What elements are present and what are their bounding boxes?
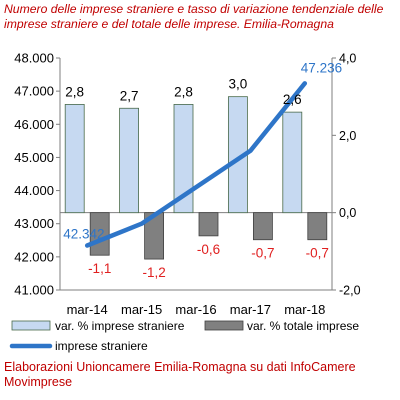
y-left-tick-label: 42.000 xyxy=(14,249,54,264)
y-left-tick-label: 48.000 xyxy=(14,51,54,66)
bar-var-stranieri xyxy=(282,111,303,214)
y-left-tick-label: 41.000 xyxy=(14,283,54,298)
x-tick-label: mar-17 xyxy=(230,302,271,317)
line-point xyxy=(304,82,306,84)
legend-label-line: imprese straniere xyxy=(55,339,148,353)
bar-var-stranieri xyxy=(173,104,194,214)
legend-swatch-stranieri xyxy=(11,320,51,331)
line-point xyxy=(249,150,251,152)
bar-value-label-stranieri: 2,8 xyxy=(65,84,84,99)
bars-layer xyxy=(64,96,328,260)
bar-value-label-totale: -1,1 xyxy=(88,261,111,276)
labels-layer: 2,8 2,7 2,8 3,0 2,6 -1,1 -1,2 -0,6 -0,7 -0,7 42.34… xyxy=(63,60,342,280)
y-left-tick-label: 43.000 xyxy=(14,216,54,231)
chart-title: Numero delle imprese straniere e tasso d… xyxy=(4,2,384,31)
y-right-tick-label: -2,0 xyxy=(339,284,361,298)
y-left-tick-label: 46.000 xyxy=(14,117,54,132)
x-tick-label: mar-18 xyxy=(284,302,325,317)
y-right-tick-label: 2,0 xyxy=(339,129,356,143)
bar-value-label-stranieri: 2,6 xyxy=(283,92,302,107)
y-right-tick-label: 0,0 xyxy=(339,206,356,220)
line-value-label: 42.342 xyxy=(63,227,104,242)
legend-swatch-totale xyxy=(204,320,244,331)
legend-label-stranieri: var. % imprese straniere xyxy=(55,319,185,333)
legend-label-totale: var. % totale imprese xyxy=(247,319,359,333)
x-tick-label: mar-14 xyxy=(67,302,108,317)
bar-value-label-stranieri: 2,8 xyxy=(174,84,193,99)
line-point xyxy=(86,245,88,247)
bar-value-label-totale: -1,2 xyxy=(142,265,165,280)
bar-var-totale xyxy=(307,212,328,241)
y-left-tick-label: 45.000 xyxy=(14,150,54,165)
bar-var-totale xyxy=(252,212,273,241)
line-point xyxy=(195,186,197,188)
x-tick-label: mar-16 xyxy=(175,302,216,317)
y-right-tick-label: 4,0 xyxy=(339,52,356,66)
bar-value-label-totale: -0,7 xyxy=(306,246,329,261)
x-tick-label: mar-15 xyxy=(121,302,162,317)
axes-layer: 41.000 42.000 43.000 44.000 45.000 46.000 47.0… xyxy=(14,51,360,318)
bar-var-totale xyxy=(198,212,219,237)
bar-var-stranieri xyxy=(119,107,139,214)
line-layer xyxy=(84,81,308,248)
bar-value-label-totale: -0,6 xyxy=(197,242,220,257)
bar-value-label-totale: -0,7 xyxy=(251,246,274,261)
y-left-tick-label: 44.000 xyxy=(14,183,54,198)
bar-value-label-stranieri: 2,7 xyxy=(120,88,139,103)
y-left-tick-label: 47.000 xyxy=(14,84,54,99)
bar-var-stranieri xyxy=(64,104,85,214)
line-value-label: 47.236 xyxy=(301,60,342,75)
source-note: Elaborazioni Unioncamere Emilia-Romagna … xyxy=(4,360,356,389)
legend: var. % imprese straniere var. % totale i… xyxy=(9,319,359,353)
bar-value-label-stranieri: 3,0 xyxy=(229,77,248,92)
line-point xyxy=(141,223,143,225)
